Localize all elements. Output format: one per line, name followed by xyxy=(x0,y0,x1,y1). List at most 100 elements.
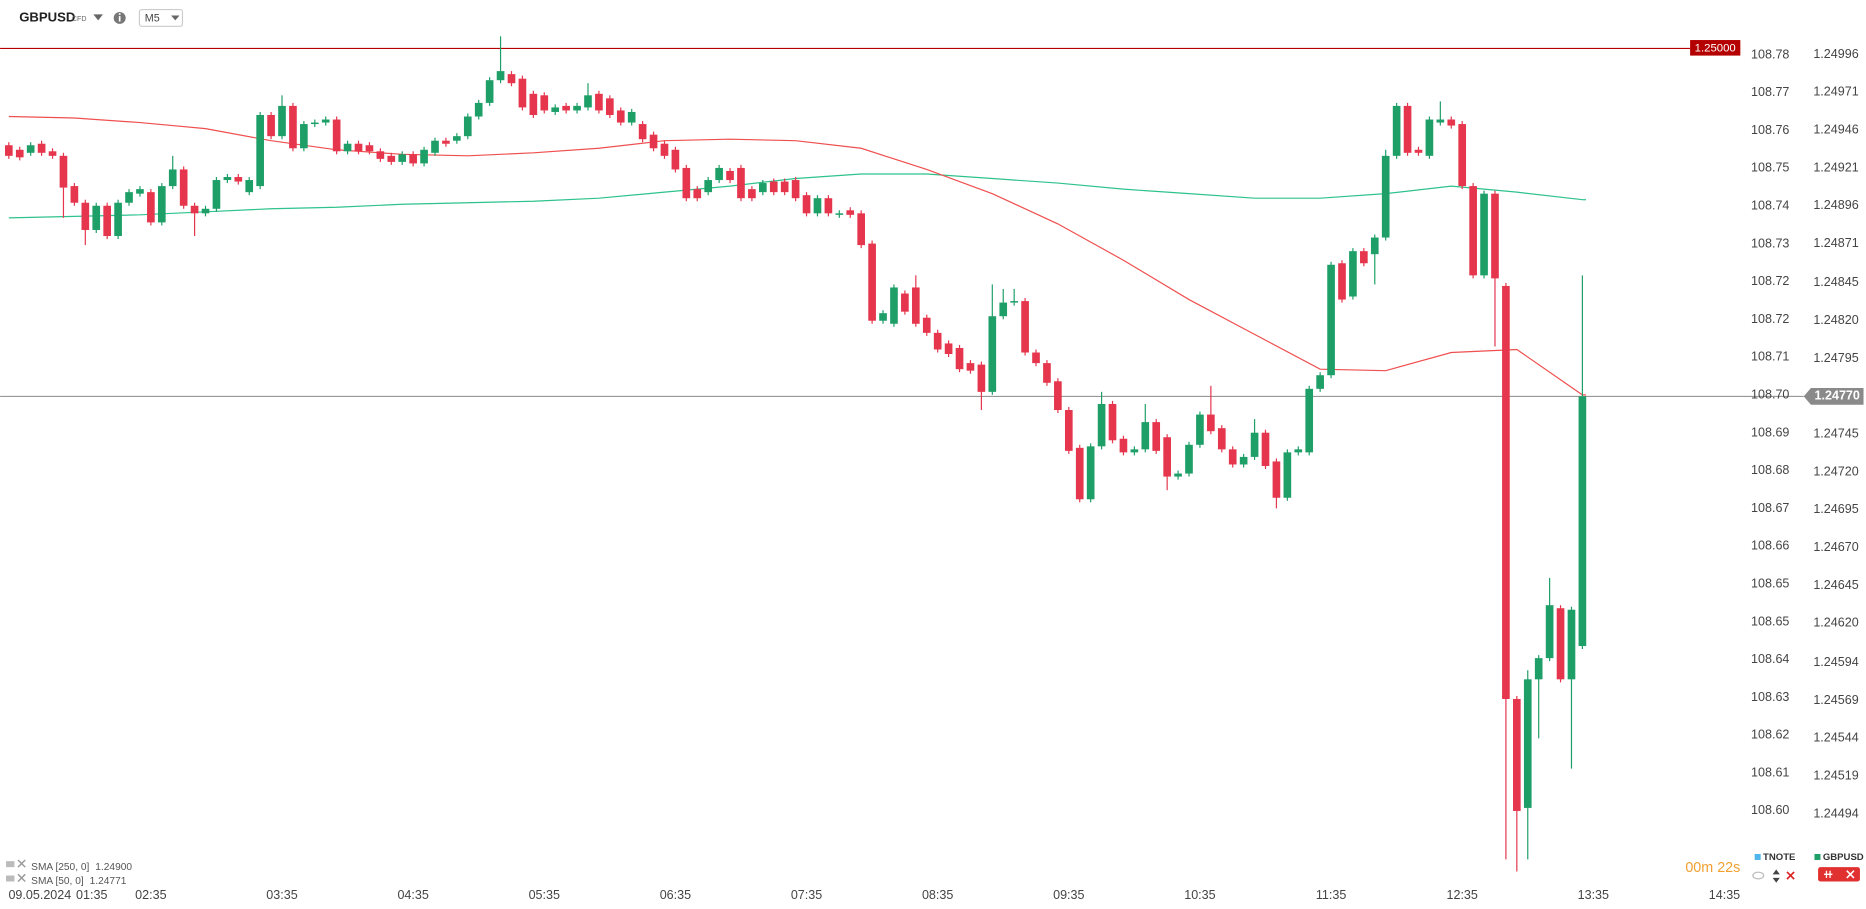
candle-body xyxy=(1239,456,1248,465)
candle-body xyxy=(1403,105,1412,153)
series-controls-close xyxy=(1846,870,1855,879)
candle-body xyxy=(4,145,13,156)
candle-body xyxy=(955,347,964,370)
axis-legend-swatch[interactable] xyxy=(1814,853,1821,860)
y-tick-label: 1.24519 xyxy=(1813,768,1858,782)
axis-legend-swatch[interactable] xyxy=(1754,853,1761,860)
reorder-icon[interactable] xyxy=(1772,869,1780,883)
countdown: 00m 22s xyxy=(1685,860,1740,876)
candle-body xyxy=(1054,381,1062,411)
candle-body xyxy=(1480,193,1488,276)
candle-body xyxy=(343,143,352,152)
eye-icon[interactable] xyxy=(1752,871,1765,880)
candle-body xyxy=(474,102,483,117)
candle-body xyxy=(1294,449,1303,453)
candle-body xyxy=(442,140,450,144)
y2-tick-label: 108.70 xyxy=(1751,387,1789,401)
legend-name: SMA [50, 0] xyxy=(31,876,84,887)
candle-body xyxy=(966,363,975,371)
candle-body xyxy=(212,180,221,209)
candle-body xyxy=(759,183,767,193)
candle-body xyxy=(911,287,920,324)
candle-body xyxy=(147,192,155,223)
candle-body xyxy=(354,143,363,152)
symbol-dropdown[interactable] xyxy=(93,14,103,21)
candle-body xyxy=(693,189,702,199)
candle-body xyxy=(901,293,909,312)
legend-icon[interactable] xyxy=(6,861,15,868)
candle-body xyxy=(1086,446,1095,500)
candle-body xyxy=(1567,609,1576,680)
candle-body xyxy=(879,313,887,321)
y-tick-label: 1.24745 xyxy=(1813,427,1858,441)
candle-body xyxy=(748,189,756,199)
y2-tick-label: 108.73 xyxy=(1751,236,1789,250)
candle-body xyxy=(1021,301,1029,353)
y2-tick-label: 108.69 xyxy=(1751,425,1789,439)
y-tick-label: 1.24544 xyxy=(1813,731,1858,745)
candle-body xyxy=(846,210,855,215)
candle-body xyxy=(606,98,614,115)
y-tick-label: 1.24670 xyxy=(1813,540,1858,554)
candle-body xyxy=(1130,449,1139,453)
candle-body xyxy=(999,302,1008,317)
candle-body xyxy=(1097,403,1106,447)
x-tick-label: 12:35 xyxy=(1446,888,1477,902)
legend-icon[interactable] xyxy=(6,875,15,882)
candle-body xyxy=(890,287,898,324)
candle-body xyxy=(737,167,745,199)
candle-body xyxy=(431,140,439,153)
y2-tick-label: 108.60 xyxy=(1751,803,1789,817)
x-tick-label: 04:35 xyxy=(397,888,428,902)
legend-remove[interactable] xyxy=(17,859,26,868)
candle-body xyxy=(627,111,636,123)
candle-body xyxy=(1392,105,1401,156)
current-price-box xyxy=(1803,388,1864,405)
info-icon-dot xyxy=(118,13,121,15)
candle-body xyxy=(1261,432,1270,466)
candle-body xyxy=(1163,437,1171,477)
y-tick-label: 1.24946 xyxy=(1813,122,1858,136)
x-tick-label: 07:35 xyxy=(791,888,822,902)
x-tick-label: 03:35 xyxy=(266,888,297,902)
y2-tick-label: 108.64 xyxy=(1751,652,1789,666)
candle-body xyxy=(300,124,308,149)
candle-body xyxy=(529,93,538,115)
y-tick-label: 1.24971 xyxy=(1813,85,1858,99)
candle-body xyxy=(1556,608,1565,680)
candle-body xyxy=(1534,658,1543,680)
candle-body xyxy=(1502,285,1510,699)
symbol[interactable]: GBPUSD xyxy=(19,9,75,24)
legend-value: 1.24900 xyxy=(95,862,132,873)
candle-body xyxy=(1152,422,1161,451)
timeframe-dropdown[interactable] xyxy=(171,15,180,21)
remove-icon[interactable] xyxy=(1786,871,1795,880)
y2-tick-label: 108.75 xyxy=(1751,161,1789,175)
candle-body xyxy=(1513,698,1521,811)
candle-body xyxy=(157,186,166,223)
legend-name: SMA [250, 0] xyxy=(31,862,89,873)
timeframe-select[interactable] xyxy=(138,8,184,27)
candle-body xyxy=(944,343,953,355)
y-tick-label: 1.24820 xyxy=(1813,313,1858,327)
y-tick-label: 1.24620 xyxy=(1813,616,1858,630)
candle-body xyxy=(48,151,57,156)
series-controls[interactable] xyxy=(1818,867,1860,882)
candle-body xyxy=(649,134,658,149)
candle-body xyxy=(1283,452,1292,498)
y-tick-label: 1.24569 xyxy=(1813,693,1858,707)
y2-tick-label: 108.76 xyxy=(1751,123,1789,137)
candle-body xyxy=(1119,438,1128,453)
candle-body xyxy=(922,317,931,333)
candle-body xyxy=(81,202,90,230)
legend-remove[interactable] xyxy=(17,873,26,882)
candle-body xyxy=(223,177,232,181)
y-tick-label: 1.24720 xyxy=(1813,464,1858,478)
candle-body xyxy=(125,192,133,203)
candle-body xyxy=(1447,119,1456,126)
candle-body xyxy=(933,332,942,350)
candle-body xyxy=(715,167,723,181)
candle-body xyxy=(1043,363,1051,383)
x-tick-label: 02:35 xyxy=(135,888,166,902)
candle-body xyxy=(1250,432,1259,457)
